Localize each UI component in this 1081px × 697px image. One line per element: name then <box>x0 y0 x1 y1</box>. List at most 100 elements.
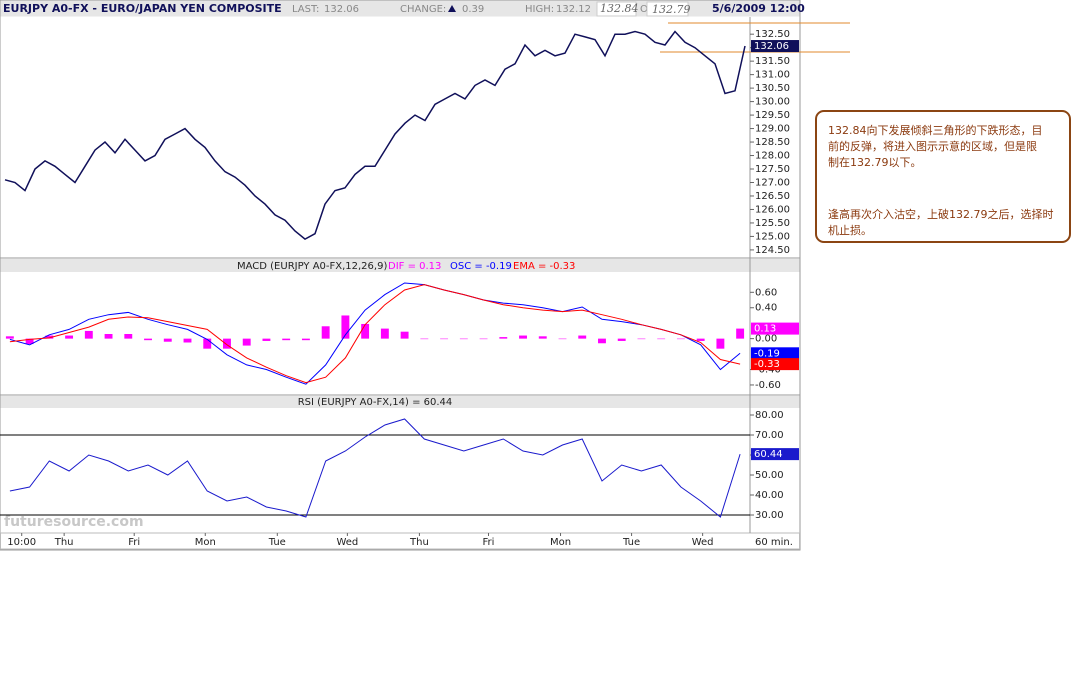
y-tick-label: 80.00 <box>755 410 784 421</box>
x-tick-label: Thu <box>409 537 429 548</box>
x-axis-strip <box>0 532 800 550</box>
y-tick-label: 131.50 <box>755 56 790 67</box>
y-tick-label: 127.50 <box>755 164 790 175</box>
y-tick-label: 128.50 <box>755 137 790 148</box>
histogram-bar <box>617 338 626 341</box>
header-value: 0.39 <box>462 4 484 15</box>
histogram-bar <box>736 328 745 339</box>
x-tick-label: Tue <box>622 537 640 548</box>
interval-label: 60 min. <box>755 537 793 548</box>
histogram-bar <box>380 328 389 339</box>
histogram-bar <box>440 338 449 340</box>
y-tick-label: -0.60 <box>755 380 781 391</box>
histogram-bar <box>696 338 705 341</box>
annotation-text: 机止损。 <box>828 223 872 237</box>
panel-title: RSI (EURJPY A0-FX,14) = 60.44 <box>298 397 453 408</box>
histogram-bar <box>341 315 350 339</box>
x-tick-label: Mon <box>550 537 571 548</box>
y-tick-label: 126.00 <box>755 204 790 215</box>
level-box <box>646 1 689 17</box>
legend-entry: OSC = -0.19 <box>450 261 512 272</box>
histogram-bar <box>558 338 567 340</box>
rsi-strip <box>0 396 800 408</box>
histogram-bar <box>420 338 429 340</box>
y-tick-label: 129.50 <box>755 110 790 121</box>
annotation-text: 132.84向下发展倾斜三角形的下跌形态，目 <box>828 123 1043 137</box>
histogram-bar <box>479 338 488 340</box>
header-value: 132.12 <box>556 4 591 15</box>
up-arrow <box>448 5 456 12</box>
x-tick-label: Mon <box>195 537 216 548</box>
histogram-bar <box>499 337 508 339</box>
y-tick-label: 130.00 <box>755 97 790 108</box>
histogram-bar <box>262 338 271 341</box>
y-tick-label: 124.50 <box>755 245 790 256</box>
histogram-bar <box>657 338 666 340</box>
chart-title: EURJPY A0-FX - EURO/JAPAN YEN COMPOSITE <box>3 2 282 15</box>
last-value-box <box>751 347 799 360</box>
annotation-box <box>815 110 1071 243</box>
histogram-bar <box>84 330 93 339</box>
histogram-bar <box>716 338 725 349</box>
header-label: HIGH: <box>525 4 554 15</box>
x-tick-label: Fri <box>483 537 495 548</box>
last-value-label: 60.44 <box>754 449 783 460</box>
frame <box>0 0 801 551</box>
y-tick-label: 0.60 <box>755 287 777 298</box>
histogram-bar <box>242 338 251 346</box>
x-tick-label: Tue <box>268 537 286 548</box>
y-tick-label: 30.00 <box>755 510 784 521</box>
legend-entry: EMA = -0.33 <box>513 261 575 272</box>
series-line <box>9 282 741 385</box>
histogram-bar <box>203 338 212 349</box>
panel-title: MACD (EURJPY A0-FX,12,26,9) <box>237 261 387 272</box>
y-tick-label: 131.00 <box>755 70 790 81</box>
y-tick-label: 125.50 <box>755 218 790 229</box>
x-tick-label: Wed <box>336 537 358 548</box>
level-label: 132.84 <box>600 2 639 15</box>
last-value-label: 132.06 <box>754 41 789 52</box>
histogram-bar <box>361 323 370 339</box>
histogram-bar <box>637 338 646 340</box>
histogram-bar <box>223 338 231 349</box>
x-tick-label: Fri <box>128 537 140 548</box>
x-tick-label: Thu <box>54 537 74 548</box>
last-value-box <box>751 322 799 335</box>
y-tick-label: 126.50 <box>755 191 790 202</box>
histogram-bar <box>400 331 409 339</box>
histogram-bar <box>676 338 685 340</box>
histogram-bar <box>321 326 330 339</box>
legend-entry: DIF = 0.13 <box>388 261 441 272</box>
histogram-bar <box>25 338 34 345</box>
histogram-bar <box>5 336 14 339</box>
histogram-bar <box>282 338 291 341</box>
histogram-bar <box>598 338 606 344</box>
histogram-bar <box>104 334 113 339</box>
series-line <box>4 30 746 240</box>
series-line <box>9 284 741 384</box>
watermark: futuresource.com <box>4 514 144 530</box>
series-line <box>9 418 741 518</box>
histogram-bar <box>459 338 468 340</box>
y-tick-label: 130.50 <box>755 83 790 94</box>
header-value: 132.06 <box>324 4 359 15</box>
last-value-box <box>751 358 799 371</box>
histogram-bar <box>144 338 152 341</box>
y-tick-label: 0.40 <box>755 303 777 314</box>
annotation-text: 逢高再次介入沽空，上破132.79之后，选择时 <box>828 207 1054 221</box>
macd-strip <box>0 259 800 272</box>
histogram-bar <box>538 336 547 339</box>
level-label: 132.79 <box>652 3 691 16</box>
y-tick-label: 0.00 <box>755 334 777 345</box>
last-value-label: -0.19 <box>754 348 780 359</box>
histogram-bar <box>65 335 74 339</box>
y-tick-label: 132.50 <box>755 29 790 40</box>
header-label: LAST: <box>292 4 319 15</box>
histogram-bar <box>519 335 527 339</box>
last-value-label: 0.13 <box>754 324 776 335</box>
annotation-text: 制在132.79以下。 <box>828 156 922 169</box>
histogram-bar <box>301 338 310 341</box>
last-value-label: -0.33 <box>754 359 780 370</box>
level-box <box>596 1 637 17</box>
